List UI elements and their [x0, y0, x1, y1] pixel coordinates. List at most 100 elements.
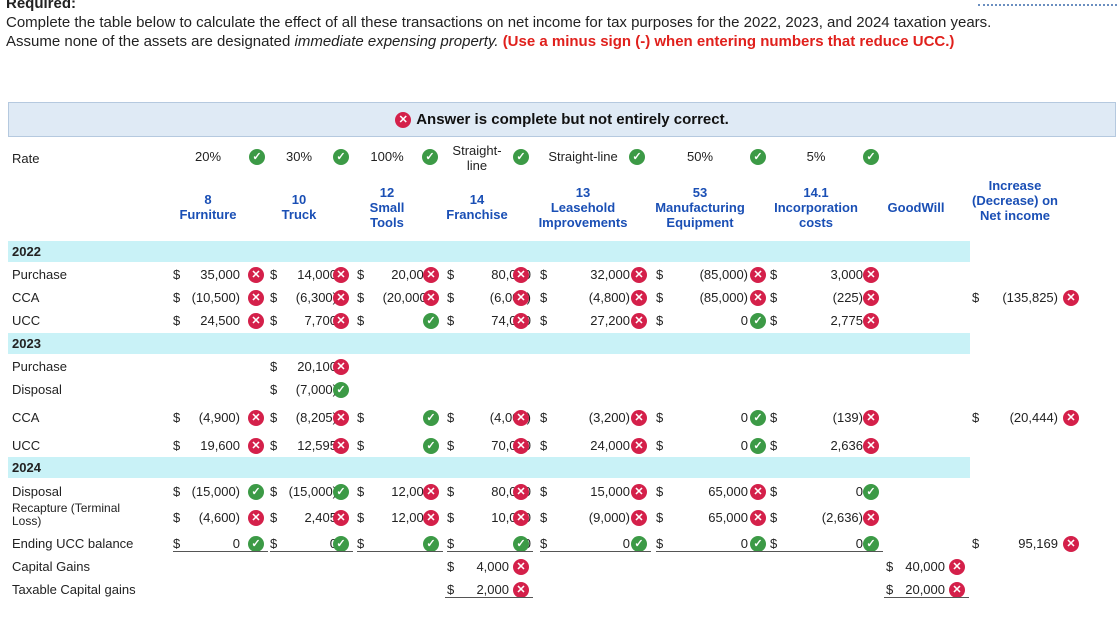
- value-field[interactable]: 0: [740, 438, 748, 453]
- x-circle-icon: ✕: [1063, 290, 1079, 306]
- value-field[interactable]: 0: [351, 313, 431, 328]
- x-circle-icon: ✕: [333, 267, 349, 283]
- value-field[interactable]: 0: [855, 536, 863, 551]
- currency-sign: $: [270, 484, 278, 499]
- check-circle-icon: ✓: [863, 536, 879, 552]
- value-field[interactable]: (8,205): [295, 410, 337, 425]
- rate-value[interactable]: Straight-line: [452, 143, 502, 173]
- value-field[interactable]: 0: [622, 536, 630, 551]
- x-circle-icon: ✕: [631, 484, 647, 500]
- x-circle-icon: ✕: [423, 267, 439, 283]
- value-field[interactable]: (85,000): [699, 267, 748, 282]
- instructions-text: Complete the table below to calculate th…: [6, 14, 992, 50]
- currency-sign: $: [447, 290, 455, 305]
- check-circle-icon: ✓: [423, 438, 439, 454]
- value-field[interactable]: 0: [740, 410, 748, 425]
- class-number: 14.1: [803, 185, 829, 200]
- class-name: Manufacturing Equipment: [655, 200, 745, 230]
- value-field[interactable]: 2,775: [830, 313, 863, 328]
- class-number: 13: [575, 185, 591, 200]
- value-field[interactable]: 20,100: [297, 359, 337, 374]
- value-field[interactable]: 15,000: [590, 484, 630, 499]
- value-field[interactable]: 32,000: [590, 267, 630, 282]
- value-field[interactable]: 3,000: [830, 267, 863, 282]
- x-circle-icon: ✕: [750, 484, 766, 500]
- column-header: 13 Leasehold Improvements: [528, 185, 638, 230]
- currency-sign: $: [173, 410, 181, 425]
- value-field[interactable]: 35,000: [200, 267, 240, 282]
- check-circle-icon: ✓: [249, 149, 265, 165]
- value-field[interactable]: 0: [740, 536, 748, 551]
- value-field[interactable]: (85,000): [699, 290, 748, 305]
- value-field[interactable]: (15,000): [191, 484, 240, 499]
- net-income-field[interactable]: (20,444): [1009, 410, 1058, 425]
- value-field[interactable]: (139): [832, 410, 863, 425]
- x-circle-icon: ✕: [248, 267, 264, 283]
- x-circle-icon: ✕: [423, 484, 439, 500]
- x-circle-icon: ✕: [513, 510, 529, 526]
- value-field[interactable]: 14,000: [297, 267, 337, 282]
- value-field[interactable]: (4,800): [588, 290, 630, 305]
- currency-sign: $: [886, 582, 894, 597]
- value-field[interactable]: (3,200): [588, 410, 630, 425]
- value-field[interactable]: (4,600): [198, 510, 240, 525]
- value-field[interactable]: (10,500): [191, 290, 240, 305]
- value-field[interactable]: (225): [832, 290, 863, 305]
- value-field[interactable]: 24,000: [590, 438, 630, 453]
- net-income-field[interactable]: (135,825): [1002, 290, 1058, 305]
- value-field[interactable]: 24,500: [200, 313, 240, 328]
- x-circle-icon: ✕: [863, 267, 879, 283]
- value-field[interactable]: 65,000: [708, 510, 748, 525]
- class-name: GoodWill: [887, 200, 945, 215]
- value-field[interactable]: 65,000: [708, 484, 748, 499]
- value-field[interactable]: 27,200: [590, 313, 630, 328]
- value-field[interactable]: 0: [257, 536, 337, 551]
- currency-sign: $: [270, 510, 278, 525]
- rate-value[interactable]: 100%: [370, 149, 404, 164]
- check-circle-icon: ✓: [423, 536, 439, 552]
- rate-value[interactable]: 5%: [806, 149, 826, 164]
- rate-value[interactable]: 20%: [194, 149, 222, 164]
- value-field[interactable]: (6,300): [295, 290, 337, 305]
- goodwill-field[interactable]: 20,000: [905, 582, 945, 597]
- net-income-field[interactable]: 95,169: [1018, 536, 1058, 551]
- value-field[interactable]: 0: [351, 410, 431, 425]
- rate-value[interactable]: 50%: [686, 149, 714, 164]
- row-label: Recapture (Terminal Loss): [12, 501, 121, 528]
- value-field[interactable]: 12,595: [297, 438, 337, 453]
- rate-value[interactable]: Straight-line: [548, 149, 618, 164]
- currency-sign: $: [173, 510, 181, 525]
- value-field[interactable]: 20,000: [391, 267, 431, 282]
- value-field[interactable]: (9,000): [588, 510, 630, 525]
- value-field[interactable]: 0: [855, 484, 863, 499]
- value-field[interactable]: (7,000): [295, 382, 337, 397]
- check-circle-icon: ✓: [631, 536, 647, 552]
- currency-sign: $: [770, 536, 778, 551]
- year-header: 2024: [8, 457, 970, 478]
- value-field[interactable]: (2,636): [821, 510, 863, 525]
- currency-sign: $: [656, 438, 664, 453]
- value-field[interactable]: 0: [740, 313, 748, 328]
- value-field[interactable]: (15,000): [288, 484, 337, 499]
- value-field[interactable]: 19,600: [200, 438, 240, 453]
- check-circle-icon: ✓: [248, 484, 264, 500]
- value-field[interactable]: 2,405: [304, 510, 337, 525]
- class-name: Franchise: [446, 207, 508, 222]
- value-field[interactable]: 2,636: [830, 438, 863, 453]
- value-field[interactable]: (20,000): [382, 290, 431, 305]
- currency-sign: $: [357, 484, 365, 499]
- goodwill-field[interactable]: 40,000: [905, 559, 945, 574]
- check-circle-icon: ✓: [750, 313, 766, 329]
- value-field[interactable]: 4,000: [476, 559, 509, 574]
- value-field[interactable]: 0: [232, 536, 240, 551]
- rate-value[interactable]: 30%: [285, 149, 313, 164]
- value-field[interactable]: 7,700: [304, 313, 337, 328]
- value-field[interactable]: 12,000: [391, 510, 431, 525]
- currency-sign: $: [173, 313, 181, 328]
- currency-sign: $: [972, 290, 980, 305]
- value-field[interactable]: 12,000: [391, 484, 431, 499]
- value-field[interactable]: 0: [351, 536, 431, 551]
- value-field[interactable]: 2,000: [476, 582, 509, 597]
- value-field[interactable]: 0: [351, 438, 431, 453]
- value-field[interactable]: (4,900): [198, 410, 240, 425]
